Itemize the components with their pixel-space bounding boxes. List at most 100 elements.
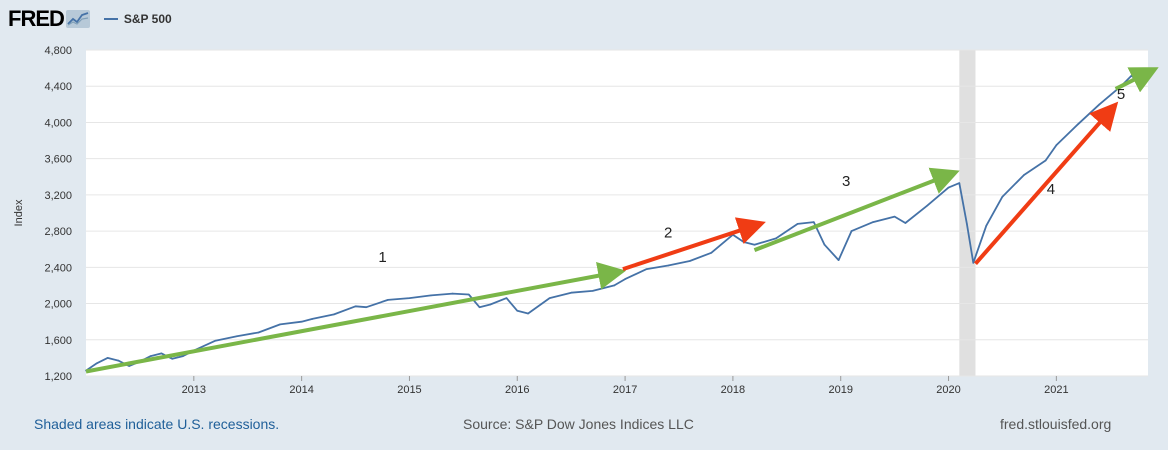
annotation-label-1: 1 xyxy=(378,249,386,266)
sp500-point xyxy=(95,362,98,365)
sp500-point xyxy=(467,293,470,296)
sp500-point xyxy=(333,313,335,316)
annotation-label-5: 5 xyxy=(1117,86,1125,103)
x-tick-label: 2019 xyxy=(828,384,852,396)
legend-swatch xyxy=(103,18,118,20)
sp500-point xyxy=(408,297,411,299)
plot-area xyxy=(86,50,1148,376)
sp500-point xyxy=(850,230,853,232)
annotation-arrow-1 xyxy=(85,261,627,374)
sp500-point xyxy=(775,237,777,240)
recession-band xyxy=(959,50,976,376)
sp500-point xyxy=(837,259,840,261)
sp500-point xyxy=(958,182,961,184)
x-tick-label: 2013 xyxy=(182,384,206,396)
sp500-point xyxy=(742,241,745,243)
sp500-point xyxy=(1055,144,1058,146)
y-tick-label: 4,000 xyxy=(44,117,72,129)
sp500-point xyxy=(926,204,928,207)
sp500-point xyxy=(171,357,174,360)
sp500-point xyxy=(872,221,874,223)
sp500-point xyxy=(300,320,303,323)
sp500-point xyxy=(365,306,368,308)
sp500-point xyxy=(505,297,508,299)
y-tick-label: 1,200 xyxy=(44,371,72,383)
sp500-point xyxy=(430,294,432,297)
sp500-point xyxy=(1077,123,1079,126)
sp500-point xyxy=(548,297,551,299)
source-note: Source: S&P Dow Jones Indices LLC xyxy=(463,416,694,432)
sp500-point xyxy=(570,291,572,294)
sp500-point xyxy=(117,359,120,362)
sp500-point xyxy=(106,357,109,359)
annotation-label-2: 2 xyxy=(664,224,672,241)
x-tick-label: 2014 xyxy=(289,384,313,396)
y-tick-label: 3,200 xyxy=(44,190,72,202)
chart-legend: S&P 500 xyxy=(103,12,172,26)
annotation-label-4: 4 xyxy=(1047,181,1055,198)
sp500-point xyxy=(149,355,152,357)
sp500-point xyxy=(893,215,896,218)
x-tick-label: 2015 xyxy=(397,384,421,396)
sp500-point xyxy=(1023,174,1025,176)
y-tick-label: 4,400 xyxy=(44,81,72,93)
y-tick-label: 2,400 xyxy=(44,262,72,274)
y-tick-label: 1,600 xyxy=(44,335,72,347)
y-axis-label: Index xyxy=(13,199,25,226)
sp500-point xyxy=(972,262,975,264)
sp500-point xyxy=(128,365,130,367)
sp500-point xyxy=(516,310,519,312)
sp500-point xyxy=(257,331,260,334)
sp500-point xyxy=(1136,81,1139,84)
sp500-point xyxy=(753,243,756,246)
legend-label: S&P 500 xyxy=(123,12,172,26)
annotation-arrow-2 xyxy=(622,217,766,272)
x-tick-label: 2018 xyxy=(721,384,745,396)
x-tick-label: 2021 xyxy=(1044,384,1068,396)
sp500-point xyxy=(311,318,314,320)
sp500-point xyxy=(160,352,163,355)
fred-logo[interactable]: FRED xyxy=(8,6,65,31)
sp500-point xyxy=(354,305,357,308)
annotation-label-3: 3 xyxy=(842,173,850,190)
sp500-point xyxy=(947,186,950,189)
y-tick-label: 2,000 xyxy=(44,299,72,311)
site-link[interactable]: fred.stlouisfed.org xyxy=(1000,416,1112,432)
sp500-point xyxy=(1131,74,1133,77)
sp500-point xyxy=(645,268,648,270)
sp500-point xyxy=(591,290,594,292)
y-tick-label: 3,600 xyxy=(44,154,72,166)
fred-graph-icon xyxy=(65,10,90,28)
sp500-point xyxy=(812,221,815,223)
sp500-point xyxy=(904,222,907,224)
sp500-point xyxy=(527,312,529,315)
annotation-arrow-4 xyxy=(973,101,1119,266)
sp500-point xyxy=(688,260,691,262)
chart-header: FRED S&P 500 xyxy=(8,4,172,34)
sp500-point xyxy=(279,323,281,326)
sp500-point xyxy=(1147,70,1149,72)
annotation-arrow-5 xyxy=(1114,67,1159,93)
sp500-chart: 2013 2014 2015 2016 2017 2018 2019 2020 2021 1,2… xyxy=(13,45,1159,396)
sp500-point xyxy=(236,335,238,337)
sp500-point xyxy=(1001,195,1004,198)
x-tick-label: 2020 xyxy=(936,384,960,396)
sp500-point xyxy=(796,223,799,225)
sp500-point xyxy=(489,303,492,306)
sp500-point xyxy=(451,292,454,295)
sp500-point xyxy=(182,355,184,357)
recession-note: Shaded areas indicate U.S. recessions. xyxy=(34,416,280,432)
sp500-point xyxy=(1098,103,1101,106)
sp500-point xyxy=(387,299,389,301)
sp500-point xyxy=(478,306,481,308)
x-tick-label: 2017 xyxy=(613,384,637,396)
y-tick-label: 4,800 xyxy=(44,45,72,57)
y-tick-label: 2,800 xyxy=(44,226,72,238)
sp500-point xyxy=(613,284,616,287)
sp500-point xyxy=(667,264,670,267)
annotation-arrow-3 xyxy=(753,167,960,252)
sp500-point xyxy=(624,278,626,280)
sp500-point xyxy=(966,223,968,225)
x-tick-label: 2016 xyxy=(505,384,529,396)
sp500-point xyxy=(710,252,713,254)
